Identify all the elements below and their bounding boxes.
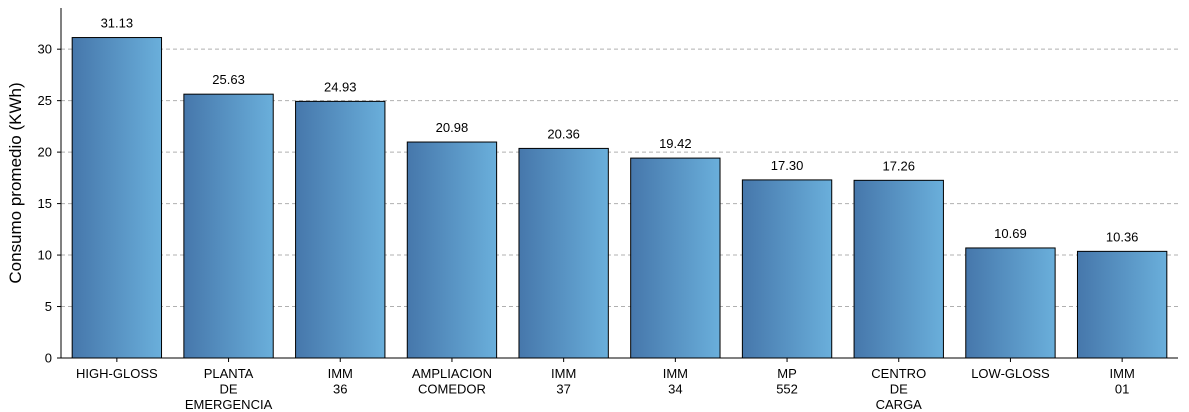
x-tick-label: AMPLIACION COMEDOR xyxy=(412,366,492,397)
bar xyxy=(1076,250,1168,359)
x-tick-label: CENTRO DE CARGA xyxy=(871,366,926,412)
bar xyxy=(518,147,609,359)
x-tick-label-line: EMERGENCIA xyxy=(185,397,273,412)
y-tick-label: 10 xyxy=(38,248,52,263)
x-tick-label-line: DE xyxy=(220,382,238,397)
x-tick-label-line: 01 xyxy=(1115,382,1129,397)
x-tick-label-line: 37 xyxy=(556,382,570,397)
x-tick-label-line: IMM xyxy=(1110,366,1135,381)
x-tick-label-line: CENTRO xyxy=(871,366,926,381)
y-tick-label: 5 xyxy=(45,299,52,314)
bar xyxy=(295,100,386,359)
x-tick-label-line: DE xyxy=(890,382,908,397)
y-axis-title: Consumo promedio (KWh) xyxy=(6,82,25,283)
bars xyxy=(71,37,1168,359)
x-tick-label-line: MP xyxy=(777,366,797,381)
x-tick-label-line: 552 xyxy=(776,382,798,397)
x-tick-label: IMM 36 xyxy=(328,366,353,397)
y-tick-label: 30 xyxy=(38,42,52,57)
bar xyxy=(965,247,1056,359)
bar xyxy=(741,179,833,359)
x-tick-label-line: PLANTA xyxy=(204,366,254,381)
x-tick-label: IMM 37 xyxy=(551,366,576,397)
value-label: 31.13 xyxy=(101,16,134,31)
x-tick-label-line: LOW-GLOSS xyxy=(971,366,1050,381)
y-ticks: 0 5 10 15 20 25 30 xyxy=(38,42,61,366)
x-tick-label-line: HIGH-GLOSS xyxy=(76,366,158,381)
bar xyxy=(630,157,721,359)
y-tick-label: 15 xyxy=(38,196,52,211)
x-tick-label: LOW-GLOSS xyxy=(971,366,1050,381)
value-label: 17.26 xyxy=(882,158,915,173)
axes xyxy=(60,8,1178,359)
value-label: 25.63 xyxy=(212,72,245,87)
bar xyxy=(853,179,944,359)
value-label: 10.36 xyxy=(1106,229,1139,244)
value-labels: 31.13 25.63 24.93 20.98 20.36 19.42 17.30 17.26… xyxy=(101,16,1139,245)
x-tick-label-line: IMM xyxy=(663,366,688,381)
value-label: 10.69 xyxy=(994,226,1027,241)
x-tick-label-line: COMEDOR xyxy=(418,382,486,397)
x-tick-label-line: IMM xyxy=(551,366,576,381)
x-tick-label-line: AMPLIACION xyxy=(412,366,492,381)
x-tick-label-line: CARGA xyxy=(876,397,923,412)
value-label: 19.42 xyxy=(659,136,692,151)
value-label: 20.36 xyxy=(547,126,580,141)
x-tick-label-line: 36 xyxy=(333,382,347,397)
value-label: 17.30 xyxy=(771,158,804,173)
bar xyxy=(183,93,274,359)
x-tick-label: PLANTA DE EMERGENCIA xyxy=(185,366,273,412)
y-tick-label: 0 xyxy=(45,351,52,366)
x-tick-label: IMM 01 xyxy=(1110,366,1135,397)
x-tick-label-line: 34 xyxy=(668,382,682,397)
y-tick-label: 20 xyxy=(38,145,52,160)
bar xyxy=(406,141,498,359)
y-tick-label: 25 xyxy=(38,93,52,108)
x-tick-label: HIGH-GLOSS xyxy=(76,366,158,381)
x-tick-label-line: IMM xyxy=(328,366,353,381)
value-label: 24.93 xyxy=(324,79,357,94)
value-label: 20.98 xyxy=(436,120,469,135)
x-tick-label: IMM 34 xyxy=(663,366,688,397)
bar xyxy=(71,37,163,359)
x-tick-label: MP 552 xyxy=(776,366,798,397)
